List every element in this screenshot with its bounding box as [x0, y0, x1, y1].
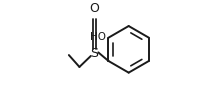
Text: O: O	[89, 2, 99, 16]
Text: S: S	[90, 47, 98, 60]
Text: HO: HO	[90, 32, 106, 42]
